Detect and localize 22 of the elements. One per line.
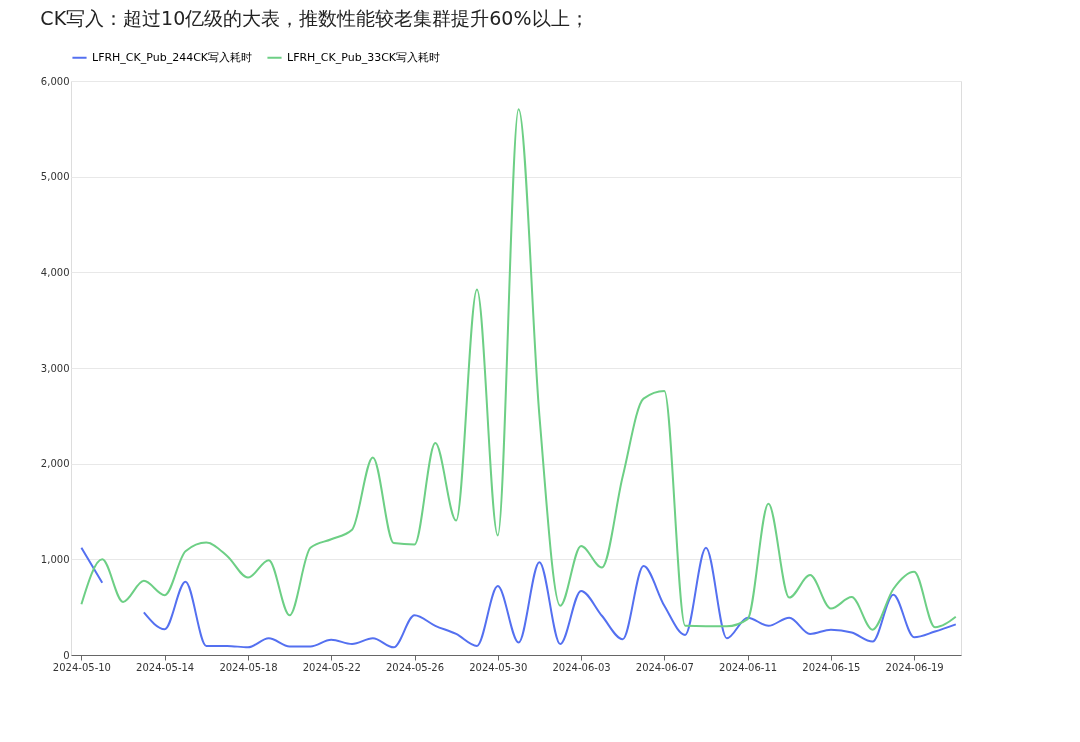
legend-label: LFRH_CK_Pub_244CK写入耗时: [92, 50, 253, 64]
x-tick-label: 2024-05-10: [52, 661, 111, 673]
x-tick-label: 2024-05-18: [219, 661, 278, 673]
legend-label: LFRH_CK_Pub_33CK写入耗时: [287, 50, 441, 64]
y-tick-label: 0: [63, 649, 70, 661]
x-tick-label: 2024-06-19: [885, 661, 944, 673]
y-tick-label: 4,000: [40, 266, 70, 278]
y-tick-label: 3,000: [40, 362, 70, 374]
y-tick-label: 5,000: [40, 171, 70, 183]
x-tick-label: 2024-06-15: [802, 661, 861, 673]
x-tick-label: 2024-05-30: [469, 661, 528, 673]
y-tick-label: 1,000: [40, 553, 70, 565]
y-tick-label: 2,000: [40, 458, 70, 470]
x-tick-label: 2024-05-14: [136, 661, 195, 673]
chart-title: CK写入：超过10亿级的大表，推数性能较老集群提升60%以上；: [40, 7, 589, 29]
y-tick-label: 6,000: [40, 75, 70, 87]
x-tick-label: 2024-06-11: [719, 661, 778, 673]
x-tick-label: 2024-06-07: [635, 661, 694, 673]
x-tick-label: 2024-05-26: [385, 661, 445, 673]
x-tick-label: 2024-06-03: [552, 661, 611, 673]
x-tick-label: 2024-05-22: [302, 661, 361, 673]
line-series: [80, 108, 957, 631]
